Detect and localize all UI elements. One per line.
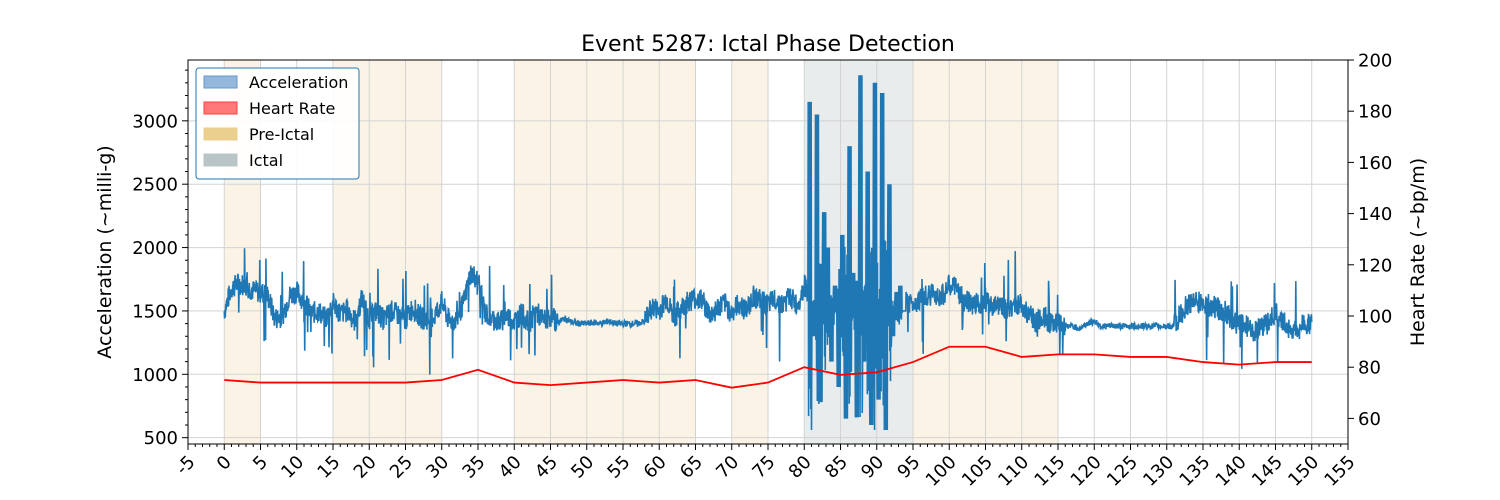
legend-swatch [203, 101, 238, 115]
x-tick-label: 35 [458, 452, 489, 483]
acceleration-line [223, 75, 1313, 431]
legend-swatch [203, 75, 238, 89]
x-tick-label: 145 [1248, 452, 1287, 491]
y-left-tick-label: 500 [144, 428, 178, 449]
y-left-tick-label: 1500 [132, 301, 178, 322]
legend-swatch [203, 127, 238, 141]
legend-label: Heart Rate [249, 99, 335, 118]
x-tick-label: 115 [1030, 452, 1069, 491]
x-tick-label: 110 [994, 452, 1033, 491]
x-tick-label: 5 [249, 452, 272, 475]
series-layer [223, 75, 1313, 431]
y-left-tick-label: 3000 [132, 111, 178, 132]
x-tick-label: 65 [676, 452, 707, 483]
x-tick-label: 100 [922, 452, 961, 491]
y-right-tick-label: 100 [1358, 307, 1392, 328]
legend: Acceleration Heart Rate Pre-Ictal Ictal [195, 67, 360, 180]
y-right-tick-label: 200 [1358, 51, 1392, 72]
y-left-tick-label: 2000 [132, 238, 178, 259]
x-tick-label: 75 [748, 452, 779, 483]
x-tick-label: 135 [1175, 452, 1214, 491]
y-axis-right: 60 80 100 120 140 160 180 200 [1348, 51, 1392, 430]
legend-swatch [203, 153, 238, 167]
pre-ictal-region [514, 60, 696, 444]
legend-box [195, 67, 360, 180]
x-tick-label: 25 [386, 452, 417, 483]
x-tick-label: 105 [958, 452, 997, 491]
legend-label: Acceleration [249, 73, 348, 92]
x-tick-label: 20 [350, 452, 381, 483]
x-tick-label: 30 [422, 452, 453, 483]
y-left-tick-label: 2500 [132, 175, 178, 196]
x-tick-label: 125 [1103, 452, 1142, 491]
x-tick-label: 40 [495, 452, 526, 483]
x-tick-label: 85 [821, 452, 852, 483]
x-tick-label: 155 [1320, 452, 1359, 491]
y-right-tick-label: 60 [1358, 409, 1381, 430]
y-right-tick-label: 80 [1358, 358, 1381, 379]
y-right-tick-label: 120 [1358, 255, 1392, 276]
x-tick-label: 140 [1212, 452, 1251, 491]
y-right-tick-label: 140 [1358, 204, 1392, 225]
x-tick-label: 55 [603, 452, 634, 483]
y-axis-left: 500 1000 1500 2000 2500 3000 [132, 69, 188, 449]
x-tick-label: 130 [1139, 452, 1178, 491]
y-axis-left-title: Acceleration (~milli-g) [94, 145, 116, 358]
legend-label: Ictal [249, 151, 283, 170]
x-tick-label: 80 [785, 452, 816, 483]
x-tick-label: 120 [1067, 452, 1106, 491]
x-tick-label: 45 [531, 452, 562, 483]
y-right-tick-label: 180 [1358, 102, 1392, 123]
x-tick-label: 10 [277, 452, 308, 483]
x-tick-label: 0 [213, 452, 236, 475]
x-tick-label: 60 [640, 452, 671, 483]
x-tick-label: 95 [893, 452, 924, 483]
x-tick-label: 150 [1284, 452, 1323, 491]
x-tick-label: 70 [712, 452, 743, 483]
x-tick-label: 90 [857, 452, 888, 483]
y-left-tick-label: 1000 [132, 365, 178, 386]
chart-title: Event 5287: Ictal Phase Detection [581, 32, 955, 57]
y-right-tick-label: 160 [1358, 153, 1392, 174]
y-axis-right-title: Heart Rate (~bp/m) [1407, 158, 1429, 346]
x-tick-label: 50 [567, 452, 598, 483]
pre-ictal-region [731, 60, 768, 444]
x-tick-label: -5 [172, 452, 200, 480]
legend-label: Pre-Ictal [249, 125, 314, 144]
x-tick-label: 15 [313, 452, 344, 483]
x-axis: -5 0 5 10 15 20 25 30 35 40 45 50 55 60 65 70 75 80 85 90 95… [172, 444, 1360, 491]
